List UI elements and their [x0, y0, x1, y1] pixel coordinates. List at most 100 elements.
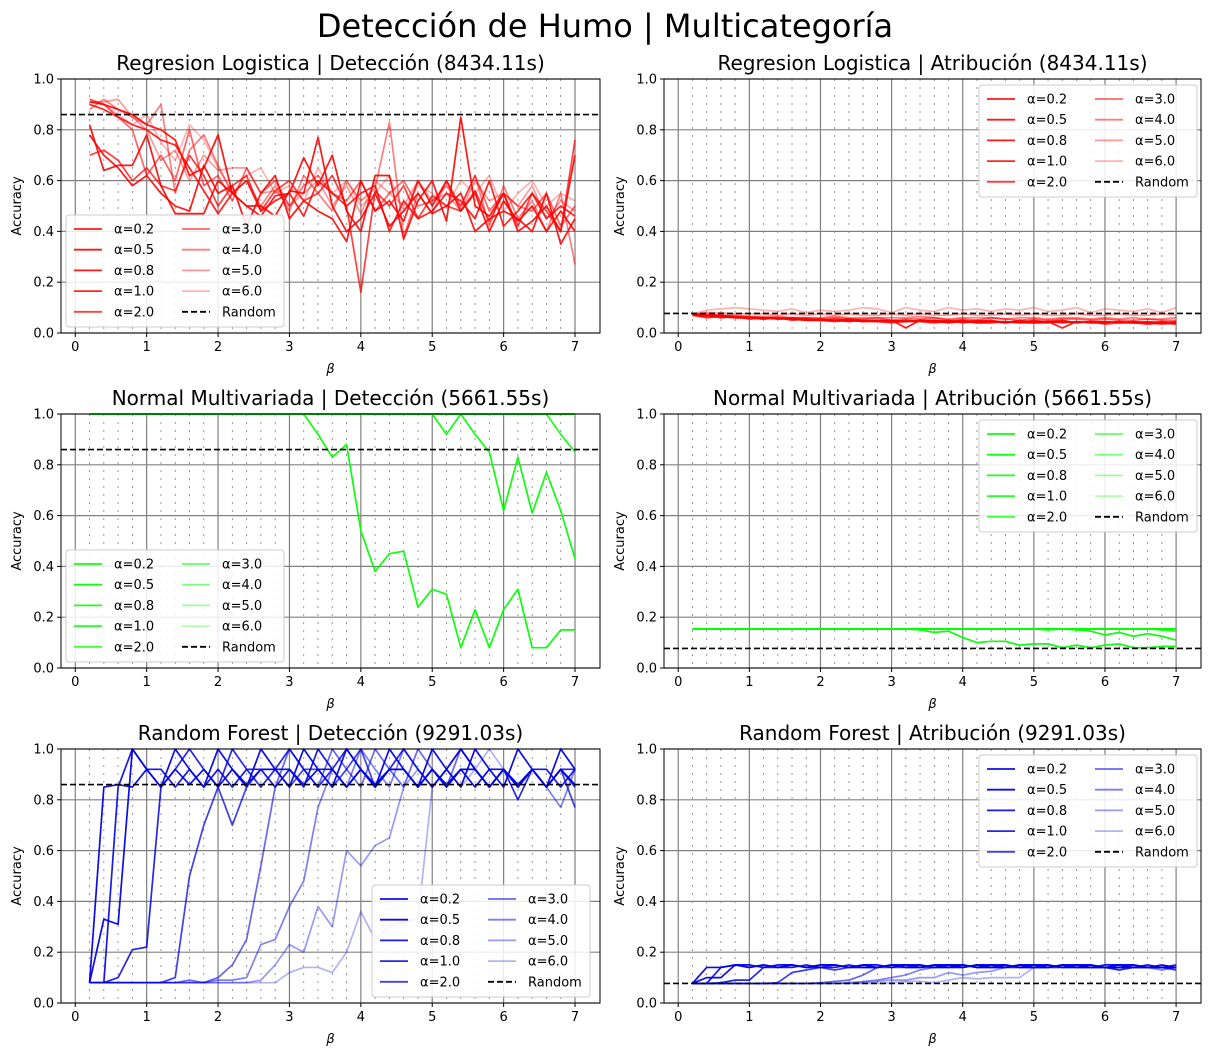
- chart-title: Normal Multivariada | Atribución (5661.5…: [713, 386, 1152, 410]
- legend-label: α=6.0: [1135, 825, 1175, 840]
- x-tick-label: 1: [745, 1010, 753, 1025]
- legend-box: [978, 419, 1198, 533]
- legend-label: α=0.8: [420, 934, 460, 949]
- x-tick-label: 4: [357, 1010, 365, 1025]
- x-tick-label: 0: [71, 1010, 79, 1025]
- y-tick-label: 0.4: [33, 225, 54, 240]
- x-tick-label: 3: [285, 340, 293, 355]
- legend-label: α=0.5: [420, 913, 460, 928]
- chart-title: Regresion Logistica | Atribución (8434.1…: [717, 51, 1147, 75]
- legend-label: α=4.0: [222, 243, 262, 258]
- y-tick-label: 0.8: [636, 123, 657, 138]
- x-tick-label: 1: [745, 340, 753, 355]
- x-tick-label: 1: [143, 675, 151, 690]
- series-line-6: [89, 98, 576, 228]
- legend-label: α=3.0: [528, 893, 568, 908]
- y-tick-label: 0.0: [636, 327, 657, 342]
- y-tick-label: 1.0: [636, 743, 657, 758]
- chart-panel-5: 0 1 2 3 4 5 6 7 0.0 0.2 0.4 0.6 0.8 1.0 β Accuracy Rando…: [10, 721, 601, 1047]
- x-tick-label: 7: [571, 340, 579, 355]
- axes-frame: [60, 78, 601, 334]
- legend-label: α=1.0: [1027, 490, 1067, 505]
- x-tick-label: 6: [499, 675, 507, 690]
- series-group: [61, 98, 600, 294]
- legend-label: Random: [1135, 175, 1189, 190]
- legend-label: α=0.2: [420, 893, 460, 908]
- x-tick-label: 6: [1101, 340, 1109, 355]
- legend-label: Random: [222, 640, 276, 655]
- chart-title: Random Forest | Detección (9291.03s): [138, 721, 523, 745]
- x-tick-label: 4: [959, 1010, 967, 1025]
- y-axis-label: Accuracy: [613, 846, 628, 906]
- x-tick-label: 6: [1101, 675, 1109, 690]
- legend-label: α=2.0: [1027, 175, 1067, 190]
- x-axis-label: β: [325, 697, 334, 712]
- x-tick-label: 2: [214, 675, 222, 690]
- chart-panel-2: 0 1 2 3 4 5 6 7 0.0 0.2 0.4 0.6 0.8 1.0 β Accuracy Regre…: [613, 51, 1202, 377]
- legend-label: α=5.0: [1135, 804, 1175, 819]
- legend-box: [978, 754, 1198, 868]
- series-group: [664, 628, 1201, 650]
- series-line-8: [89, 98, 576, 220]
- legend: α=0.2 α=0.5 α=0.8 α=1.0 α=2.0 α=3.0 α=4.0 α=5.0…: [978, 84, 1198, 198]
- legend-label: α=0.5: [1027, 448, 1067, 463]
- x-tick-label: 2: [816, 675, 824, 690]
- y-tick-label: 0.6: [33, 509, 54, 524]
- y-tick-label: 0.0: [33, 662, 54, 677]
- legend-label: α=4.0: [528, 913, 568, 928]
- x-tick-label: 3: [887, 340, 895, 355]
- axes-frame: [663, 78, 1202, 334]
- legend-label: α=0.8: [1027, 804, 1067, 819]
- legend-label: Random: [1135, 510, 1189, 525]
- legend-label: α=1.0: [114, 620, 154, 635]
- legend-label: α=0.8: [114, 599, 154, 614]
- legend-label: α=3.0: [1135, 428, 1175, 443]
- y-tick-label: 0.2: [33, 946, 54, 961]
- legend-label: α=0.2: [1027, 763, 1067, 778]
- x-axis-label: β: [325, 362, 334, 377]
- x-tick-label: 6: [499, 340, 507, 355]
- y-tick-label: 0.4: [636, 225, 657, 240]
- legend: α=0.2 α=0.5 α=0.8 α=1.0 α=2.0 α=3.0 α=4.0 α=5.0…: [65, 549, 285, 663]
- x-tick-label: 0: [71, 675, 79, 690]
- legend-label: α=0.8: [1027, 469, 1067, 484]
- legend-label: α=4.0: [1135, 113, 1175, 128]
- y-tick-label: 0.0: [33, 327, 54, 342]
- legend-label: α=1.0: [1027, 825, 1067, 840]
- legend-label: α=6.0: [528, 955, 568, 970]
- legend-label: α=3.0: [1135, 763, 1175, 778]
- series-line-7: [89, 748, 576, 984]
- y-tick-label: 0.2: [636, 946, 657, 961]
- legend-label: α=0.5: [114, 578, 154, 593]
- legend-label: α=4.0: [222, 578, 262, 593]
- x-tick-label: 0: [674, 340, 682, 355]
- y-tick-label: 0.6: [636, 509, 657, 524]
- series-line-8: [692, 311, 1177, 317]
- x-tick-label: 5: [428, 340, 436, 355]
- y-tick-label: 1.0: [33, 743, 54, 758]
- legend-label: α=0.2: [114, 558, 154, 573]
- series-line-7: [89, 98, 576, 265]
- x-tick-label: 7: [1172, 340, 1180, 355]
- legend-label: α=6.0: [1135, 490, 1175, 505]
- y-axis-label: Accuracy: [10, 511, 25, 571]
- legend-label: α=4.0: [1135, 448, 1175, 463]
- x-tick-label: 5: [1030, 1010, 1038, 1025]
- legend-label: α=1.0: [420, 955, 460, 970]
- x-axis-label: β: [927, 1032, 936, 1047]
- x-tick-label: 5: [428, 1010, 436, 1025]
- legend-label: α=0.5: [114, 243, 154, 258]
- legend-label: α=2.0: [1027, 845, 1067, 860]
- x-axis-label: β: [927, 697, 936, 712]
- y-tick-label: 0.2: [33, 611, 54, 626]
- legend-label: α=0.2: [1027, 428, 1067, 443]
- y-tick-label: 1.0: [33, 73, 54, 88]
- x-tick-label: 1: [143, 340, 151, 355]
- legend-label: α=5.0: [1135, 134, 1175, 149]
- legend-label: Random: [528, 975, 582, 990]
- x-tick-label: 0: [71, 340, 79, 355]
- y-tick-label: 0.2: [636, 611, 657, 626]
- x-tick-label: 5: [1030, 675, 1038, 690]
- legend-label: α=6.0: [1135, 155, 1175, 170]
